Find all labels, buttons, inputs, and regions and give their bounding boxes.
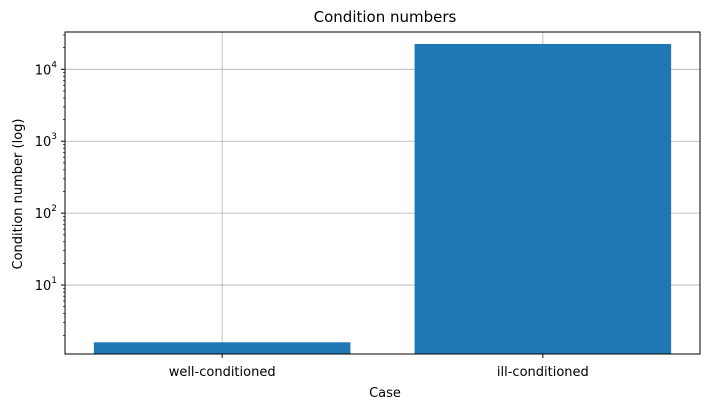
y-tick-label: 102 [35,204,57,222]
x-tick-label: well-conditioned [169,365,276,380]
x-axis-ticks: well-conditioned ill-conditioned [169,354,589,380]
bars [93,43,672,354]
bar-ill-conditioned [414,43,672,354]
x-axis-label: Case [369,386,401,401]
y-axis-label: Condition number (log) [11,119,26,270]
y-axis-ticks: 101 102 103 104 [35,34,65,336]
x-tick-label: ill-conditioned [497,365,589,380]
y-tick-label: 104 [35,60,58,78]
plot-frame [64,31,701,355]
chart-title: Condition numbers [314,8,457,26]
y-tick-label: 103 [35,132,57,150]
y-tick-label: 101 [35,276,57,294]
bar-well-conditioned [93,342,351,354]
